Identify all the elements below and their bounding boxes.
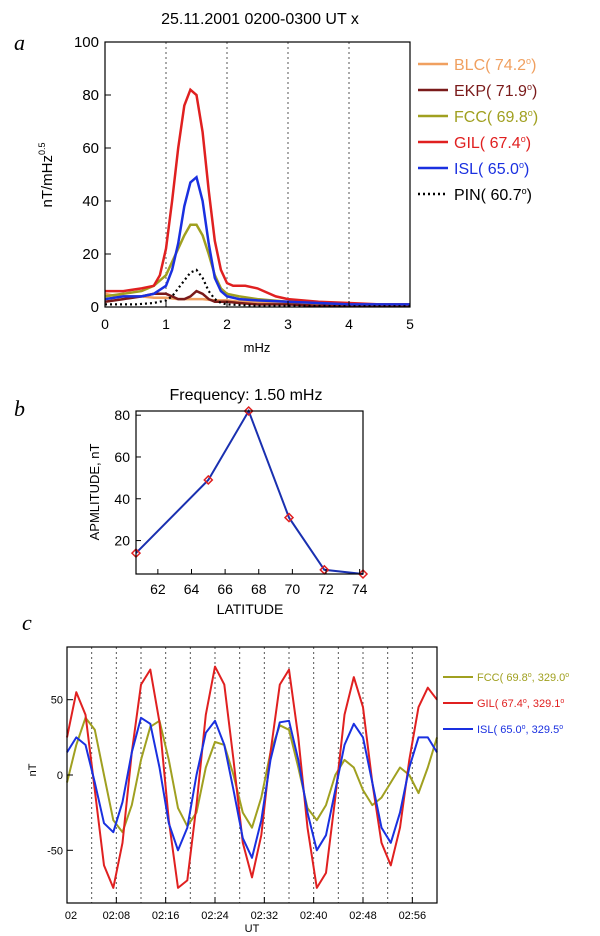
timeseries-chart: 02 02:08 02:16 02:24 02:32 02:40 02:48 02:56 50 0… [27, 646, 569, 935]
y-tick-label: 0 [57, 770, 63, 782]
legend-label-pin: PIN( 60.7o) [454, 186, 532, 204]
x-tick-label: 64 [184, 581, 200, 597]
x-tick-label: 62 [150, 581, 166, 597]
legend-label-isl: ISL( 65.0o) [454, 160, 529, 178]
x-tick-label: 02 [65, 910, 77, 922]
x-tick-label: 02:32 [251, 910, 279, 922]
chart-b-title: Frequency: 1.50 mHz [170, 387, 323, 404]
legend-label-gil: GIL( 67.4o) [454, 134, 531, 152]
y-tick-label: 40 [82, 193, 99, 210]
series-line-fcc [66, 716, 438, 834]
data-point-marker [203, 474, 214, 486]
x-tick-label: 68 [251, 581, 267, 597]
data-point-marker [357, 568, 369, 580]
amplitude-line [135, 408, 364, 575]
data-point-marker [283, 512, 295, 523]
y-tick-label: 20 [82, 246, 99, 263]
panel-letter-a: a [14, 30, 25, 55]
y-axis-label-c: nT [27, 763, 39, 776]
x-tick-label: 02:56 [399, 910, 427, 922]
y-tick-label: 20 [114, 533, 130, 549]
legend-label-isl: ISL( 65.0o, 329.5o [477, 724, 563, 736]
x-tick-label: 02:40 [300, 910, 328, 922]
data-point-marker [243, 405, 254, 417]
plot-frame-a [104, 41, 411, 308]
y-tick-label: 50 [51, 695, 63, 707]
plot-frame-c [66, 646, 438, 904]
x-axis-label-c: UT [245, 923, 260, 935]
x-tick-label: 4 [345, 316, 353, 332]
panel-letter-c: c [22, 610, 32, 635]
x-tick-label: 5 [406, 316, 414, 332]
amplitude-chart: Frequency: 1.50 mHz 62 64 66 68 70 72 74 20 40 60 8… [87, 387, 369, 617]
x-tick-label: 02:48 [349, 910, 377, 922]
x-axis-label-b: LATITUDE [217, 601, 284, 617]
y-axis-label-a: nT/mHz0.5 [37, 142, 56, 207]
y-tick-label: -50 [47, 845, 63, 857]
series-line-gil [105, 87, 410, 306]
x-tick-label: 70 [285, 581, 301, 597]
x-tick-label: 02:08 [103, 910, 131, 922]
spectrum-chart: 25.11.2001 0200-0300 UT x 0 1 2 3 4 5 0 20 40 60 80… [37, 11, 538, 355]
y-tick-label: 60 [114, 449, 130, 465]
y-tick-label: 80 [114, 407, 130, 423]
y-axis-label-b: APMLITUDE, nT [87, 444, 102, 541]
y-tick-label: 60 [82, 140, 99, 157]
legend-label-gil: GIL( 67.4o, 329.1o [477, 698, 564, 710]
x-axis-label-a: mHz [244, 340, 271, 355]
series-line-pin [105, 268, 410, 308]
series-line-isl [104, 174, 410, 306]
legend-label-ekp: EKP( 71.9o) [454, 82, 537, 100]
x-tick-label: 1 [162, 316, 170, 332]
legend-label-blc: BLC( 74.2o) [454, 56, 536, 74]
x-tick-label: 3 [284, 316, 292, 332]
x-tick-label: 66 [217, 581, 233, 597]
x-tick-label: 0 [101, 316, 109, 332]
panel-letter-b: b [14, 396, 25, 421]
x-tick-label: 2 [223, 316, 231, 332]
x-tick-label: 02:24 [201, 910, 229, 922]
plot-frame-b [135, 410, 364, 575]
series-line-gil [66, 665, 438, 889]
series-line-ekp [104, 289, 410, 307]
legend-label-fcc: FCC( 69.8o) [454, 108, 538, 126]
x-tick-label: 02:16 [152, 910, 180, 922]
y-tick-label: 100 [74, 34, 99, 51]
series-line-isl [66, 716, 438, 859]
x-tick-label: 74 [352, 581, 368, 597]
y-tick-label: 40 [114, 491, 130, 507]
chart-a-title: 25.11.2001 0200-0300 UT x [161, 11, 359, 28]
y-tick-label: 80 [82, 87, 99, 104]
x-tick-label: 72 [318, 581, 334, 597]
legend-label-fcc: FCC( 69.8o, 329.0o [477, 672, 569, 684]
y-tick-label: 0 [91, 299, 99, 316]
series-line-fcc [104, 223, 410, 306]
